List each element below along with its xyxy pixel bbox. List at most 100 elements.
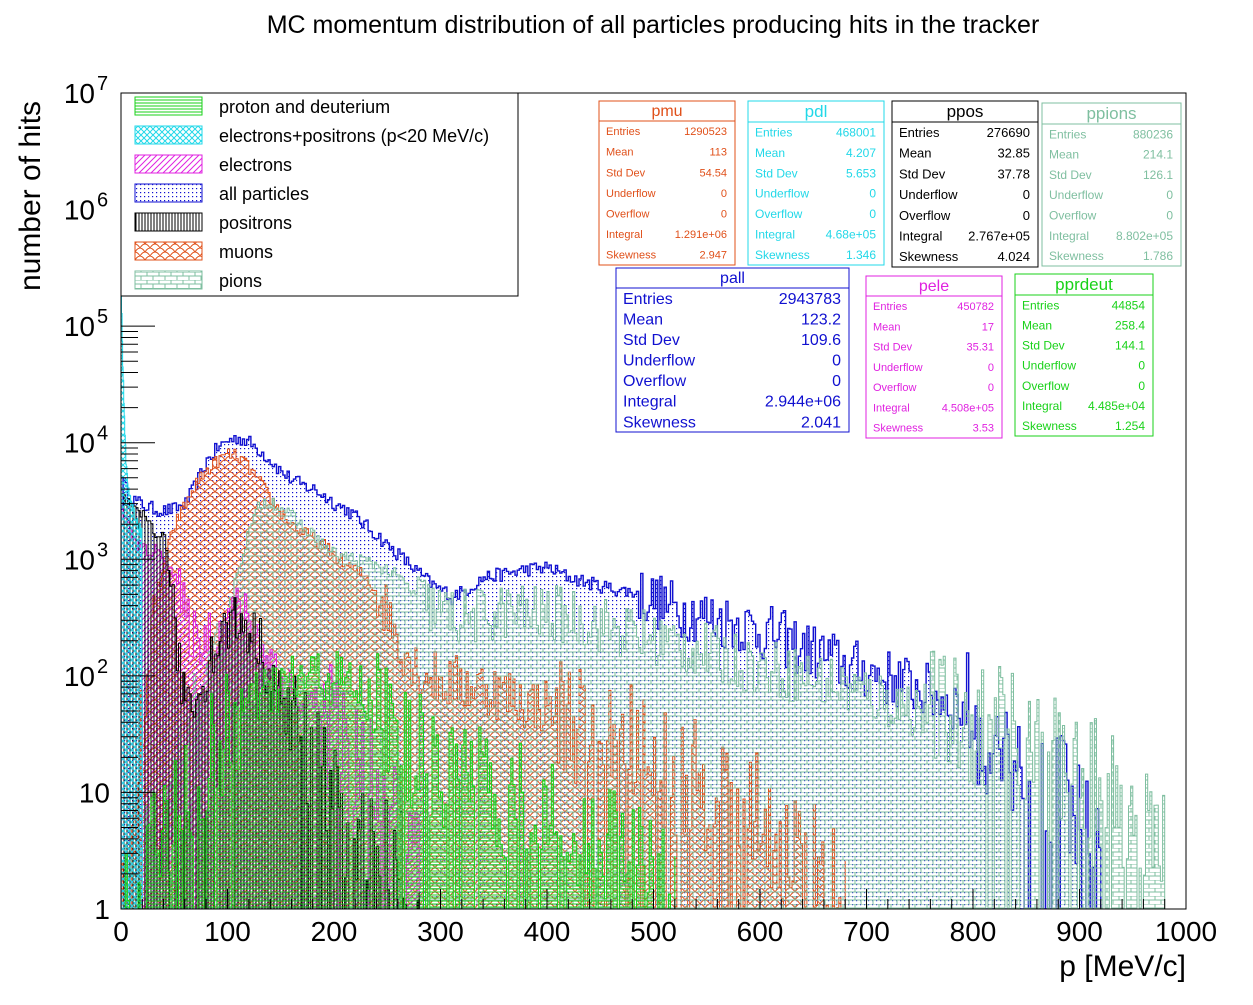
stats-row-value: 0 [869,187,876,201]
stats-row-key: Entries [606,126,641,138]
stats-row-value: 4.024 [997,249,1030,264]
stats-row-value: 123.2 [801,311,841,328]
stats-row-key: Entries [1049,127,1086,141]
stats-box-title: pele [919,278,949,295]
stats-row-value: 0 [869,207,876,221]
stats-row-key: Std Dev [1049,168,1092,182]
y-tick-label: 10 [64,311,95,342]
stats-row-key: Mean [755,146,785,160]
stats-row-key: Overflow [1022,379,1070,393]
stats-box-title: pall [720,270,745,287]
legend-swatch [134,154,203,174]
stats-row-key: Skewness [899,249,959,264]
stats-row-key: Underflow [1022,359,1076,373]
stats-row-key: Skewness [873,423,924,435]
legend-swatch [134,96,203,116]
stats-box-pele: pele Entries 450782 Mean 17 Std Dev 35.31 Under… [865,275,1003,439]
stats-row-key: Std Dev [606,167,646,179]
stats-row-key: Mean [606,147,634,159]
stats-row-value: 468001 [836,125,876,139]
stats-row-value: 214.1 [1143,148,1173,162]
stats-row-value: 0 [721,208,727,220]
legend-swatch [134,125,203,145]
stats-row-key: Skewness [606,250,657,262]
stats-box-title: pdl [805,102,828,121]
y-tick-exponent: 2 [97,656,108,678]
y-tick-exponent: 6 [97,190,108,212]
legend: proton and deuterium electrons+positrons … [120,92,519,297]
stats-box-pall: pall Entries 2943783 Mean 123.2 Std Dev 109.6 U… [615,267,850,433]
stats-row-key: Integral [755,228,795,242]
x-tick-label: 200 [311,916,358,947]
stats-row-key: Skewness [623,414,696,431]
stats-row-key: Overflow [899,208,951,223]
stats-row-key: Entries [873,301,908,313]
stats-row-key: Std Dev [1022,339,1065,353]
x-axis-label: p [MeV/c] [1059,950,1186,983]
stats-box-title: ppos [947,102,984,121]
x-tick-label: 900 [1056,916,1103,947]
stats-row-key: Skewness [1049,249,1104,263]
legend-label: electrons [219,155,292,175]
stats-row-value: 126.1 [1143,168,1173,182]
stats-row-value: 3.53 [973,423,994,435]
stats-row-value: 0 [1138,359,1145,373]
stats-row-key: Mean [1049,148,1079,162]
series-layer [121,287,1166,909]
stats-box-pprdeut: pprdeut Entries 44854 Mean 258.4 Std Dev 144.1… [1014,273,1154,437]
stats-row-value: 450782 [957,301,994,313]
stats-row-value: 5.653 [846,166,876,180]
stats-row-value: 32.85 [997,146,1030,161]
stats-boxes: pmu Entries 1290523 Mean 113 Std Dev 54.54 Unde… [598,100,1182,439]
stats-row-key: Skewness [1022,419,1077,433]
stats-row-key: Skewness [755,248,810,262]
stats-row-value: 17 [982,321,994,333]
legend-label: pions [219,271,262,291]
stats-row-value: 4.207 [846,146,876,160]
y-tick-label: 10 [64,428,95,459]
stats-box-pdl: pdl Entries 468001 Mean 4.207 Std Dev 5.653 Und… [747,100,885,266]
stats-row-value: 8.802e+05 [1116,229,1173,243]
stats-row-key: Std Dev [899,166,946,181]
stats-row-key: Mean [1022,318,1052,332]
stats-row-value: 0 [721,188,727,200]
stats-row-key: Overflow [755,207,803,221]
stats-row-value: 880236 [1133,127,1173,141]
stats-row-value: 4.485e+04 [1088,399,1145,413]
stats-row-key: Entries [755,125,792,139]
stats-row-value: 1290523 [684,126,727,138]
stats-row-key: Underflow [623,353,695,370]
stats-row-key: Integral [623,394,676,411]
stats-row-key: Std Dev [755,166,798,180]
y-tick-label: 10 [64,78,95,109]
x-tick-label: 0 [113,916,129,947]
stats-row-value: 2.767e+05 [968,228,1030,243]
stats-row-key: Mean [873,321,901,333]
stats-row-key: Mean [623,311,663,328]
stats-box-title: ppions [1086,104,1136,123]
stats-row-key: Integral [899,228,942,243]
legend-swatch [134,183,203,203]
stats-row-key: Underflow [606,188,656,200]
stats-row-value: 113 [709,147,727,159]
stats-row-value: 258.4 [1115,318,1145,332]
stats-row-value: 2943783 [779,291,841,308]
legend-label: proton and deuterium [219,97,390,117]
stats-row-value: 0 [832,373,841,390]
legend-label: muons [219,242,273,262]
stats-row-value: 0 [1138,379,1145,393]
stats-row-value: 0 [1023,187,1030,202]
stats-box-ppos: ppos Entries 276690 Mean 32.85 Std Dev 37.78 Un… [891,100,1039,268]
stats-row-key: Std Dev [623,332,680,349]
x-tick-label: 800 [950,916,997,947]
stats-row-value: 0 [1023,208,1030,223]
legend-label: electrons+positrons (p<20 MeV/c) [219,126,489,146]
stats-row-key: Integral [1022,399,1062,413]
stats-row-key: Integral [606,229,643,241]
stats-row-key: Underflow [873,362,923,374]
stats-row-key: Integral [1049,229,1089,243]
stats-box-title: pprdeut [1055,275,1113,294]
